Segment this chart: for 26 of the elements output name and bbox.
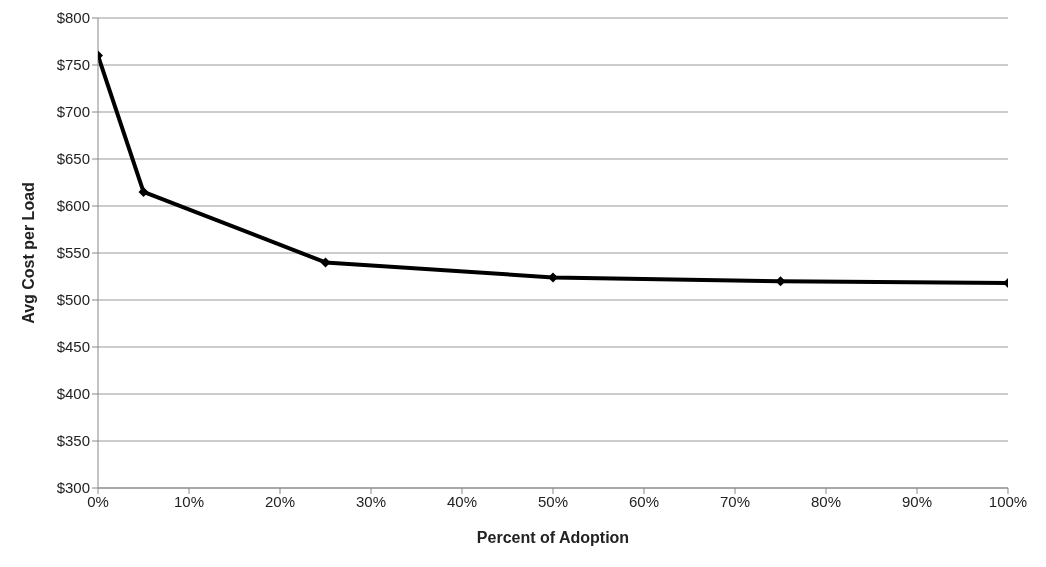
y-tick-label: $450 [56, 338, 90, 356]
x-tick-label: 50% [537, 492, 569, 510]
y-tick-label: $400 [56, 385, 90, 403]
x-tick-label: 90% [901, 492, 933, 510]
x-tick-label: 100% [988, 492, 1028, 510]
x-axis-title: Percent of Adoption [476, 529, 630, 546]
y-tick-label: $300 [56, 479, 90, 497]
y-tick-label: $500 [56, 291, 90, 309]
x-tick-label: 40% [446, 492, 478, 510]
x-tick-label: 0% [87, 492, 109, 510]
x-tick-label: 70% [719, 492, 751, 510]
y-tick-label: $350 [56, 432, 90, 450]
point [548, 272, 558, 283]
y-axis-title: Avg Cost per Load [19, 182, 37, 324]
x-tick-label: 10% [173, 492, 205, 510]
x-tick-label: 30% [355, 492, 387, 510]
y-tick-label: $700 [56, 103, 90, 121]
y-tick-label: $550 [56, 244, 90, 262]
y-tick-label: $800 [56, 9, 90, 27]
y-tick-label: $750 [56, 56, 90, 74]
x-tick-label: 20% [264, 492, 296, 510]
y-tick-label: $650 [56, 150, 90, 168]
x-tick-label: 80% [810, 492, 842, 510]
point [138, 186, 149, 197]
y-tick-label: $600 [56, 197, 90, 215]
x-tick-label: 60% [628, 492, 660, 510]
